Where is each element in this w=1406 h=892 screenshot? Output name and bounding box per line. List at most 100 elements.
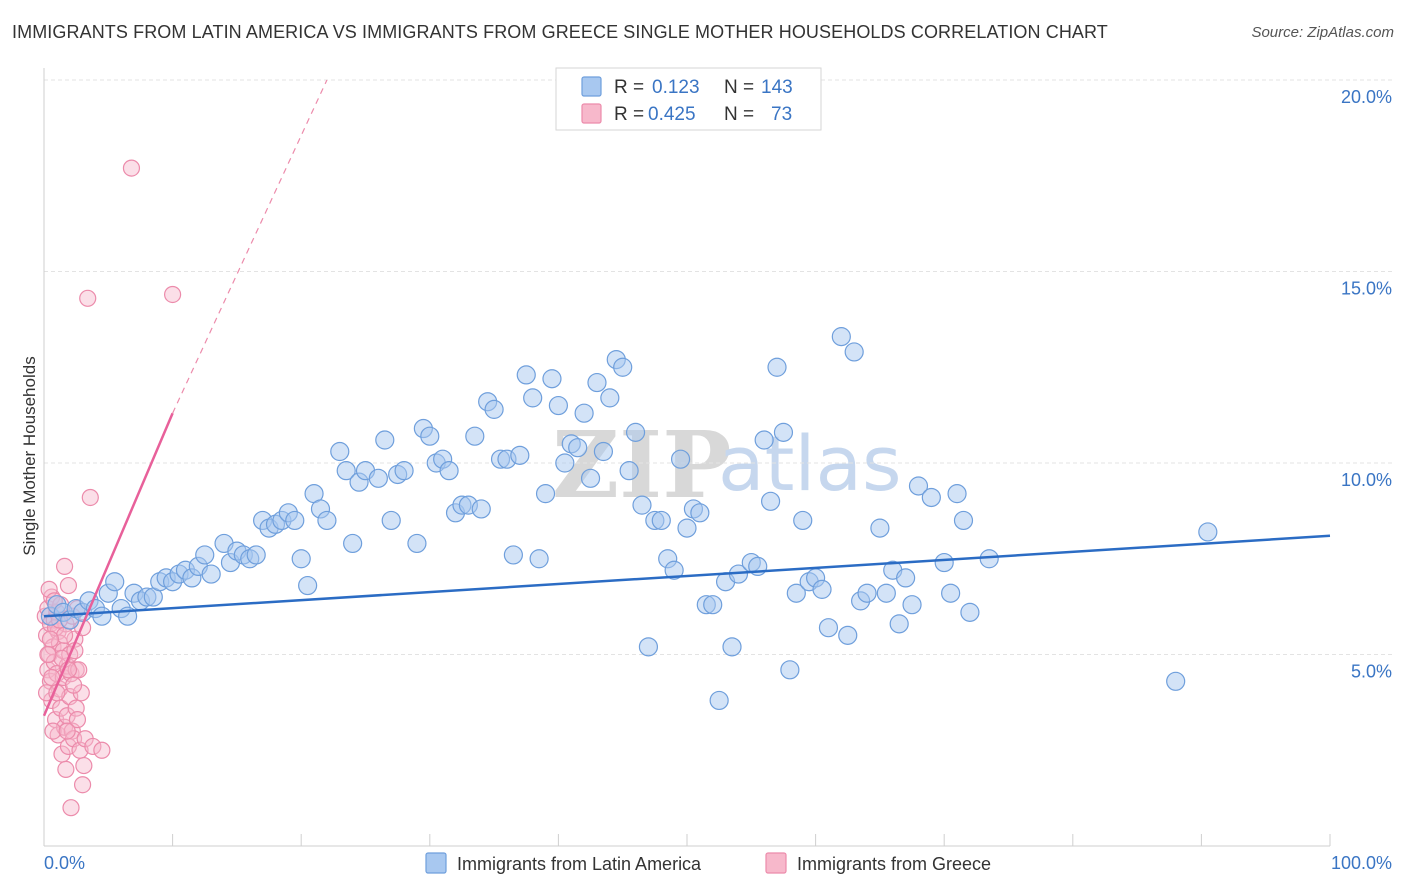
latin-america-point [1166,671,1186,691]
latin-america-point [638,637,659,657]
y-axis-label-group: Single Mother Households [20,356,39,555]
latin-america-point [786,583,806,603]
bottom-legend-swatch-latin [425,852,447,874]
y-tick-label: 5.0% [1351,662,1392,682]
latin-america-point [317,510,337,531]
latin-america-point [407,533,427,554]
latin-america-point [523,388,543,408]
legend-r-value: 0.425 [648,104,696,125]
y-tick-labels: 5.0% 10.0% 15.0% 20.0% [1341,87,1392,682]
latin-america-point [625,422,646,442]
latin-america-point [246,545,266,565]
latin-america-point [619,461,639,481]
latin-america-point [780,660,800,680]
latin-america-point [709,690,729,711]
latin-america-point [574,403,594,423]
bottom-legend-swatch-greece [765,852,787,874]
grid [44,79,1392,655]
legend-r-value: 0.123 [652,77,700,98]
latin-america-point [368,468,388,488]
chart-title: IMMIGRANTS FROM LATIN AMERICA VS IMMIGRA… [12,22,1108,42]
latin-america-point [298,575,318,596]
latin-america-point [902,595,922,615]
legend-swatch-latin [581,76,602,97]
greece-point [79,289,97,307]
latin-america-point [105,572,125,592]
legend-r-label: R = [614,104,644,125]
latin-america-point [587,372,607,393]
greece-point [75,756,93,775]
latin-america-point [439,461,459,481]
greece-point [84,737,102,756]
greece-point [59,576,78,595]
greece-points [36,159,182,817]
greece-point [57,760,75,779]
latin-america-point [754,430,774,450]
watermark: ZIP atlas [552,411,902,519]
greece-point [93,741,111,759]
latin-america-point [201,564,221,584]
latin-america-point [870,518,890,538]
greece-point [41,630,60,648]
latin-america-point [503,545,523,565]
latin-america-point [677,518,697,538]
legend-n-label: N = [724,77,754,98]
greece-point [68,711,87,729]
latin-america-point [613,357,633,377]
latin-america-point [593,441,614,462]
greece-point [55,626,74,644]
latin-america-point [690,503,710,523]
latin-america-point [838,625,858,645]
latin-america-point [941,583,961,603]
latin-america-point [471,499,491,519]
x-tick-label: 0.0% [44,853,85,873]
legend: R = 0.123 N = 143 R = 0.425 N = 73 [555,67,822,131]
latin-america-point [831,327,851,347]
latin-america-point [812,579,832,599]
latin-america-point [767,357,787,377]
legend-r-label: R = [614,77,644,98]
latin-america-point [542,369,562,389]
latin-america-point [818,618,839,638]
x-tick-label: 100.0% [1331,853,1392,873]
latin-america-point [420,426,440,446]
latin-america-point [889,614,909,634]
greece-point [44,722,62,740]
latin-america-point [285,510,305,531]
latin-america-point [703,595,723,615]
greece-point [58,722,76,740]
y-tick-label: 10.0% [1341,470,1392,490]
latin-america-point [934,552,954,573]
latin-america-point [343,533,363,554]
latin-america-point [876,583,896,603]
latin-america-point [92,606,112,626]
latin-america-point [760,491,781,511]
latin-america-point [896,568,916,588]
latin-america-point [670,449,691,469]
bottom-legend-label-greece: Immigrants from Greece [797,854,991,874]
legend-n-label: N = [724,104,754,125]
latin-america-point [535,484,556,504]
greece-trendline [42,412,174,717]
greece-point [164,285,182,304]
latin-america-point [291,549,311,569]
latin-america-point [394,461,414,481]
latin-america-point [516,365,536,385]
x-tick-labels: 0.0% 100.0% [44,853,1392,873]
legend-swatch-greece [581,103,602,124]
greece-point [81,488,99,507]
greece-trendline-extension [172,79,328,414]
latin-america-point [580,468,601,488]
greece-point [62,799,80,817]
latin-america-trendline [43,534,1331,618]
greece-point [64,676,83,694]
greece-point [39,645,57,664]
latin-america-point [510,445,530,465]
latin-america-point [722,637,742,657]
latin-america-point [632,495,652,515]
latin-america-point [568,438,588,458]
latin-america-point [793,510,813,531]
y-tick-label: 15.0% [1341,279,1392,299]
latin-america-point [465,426,485,446]
